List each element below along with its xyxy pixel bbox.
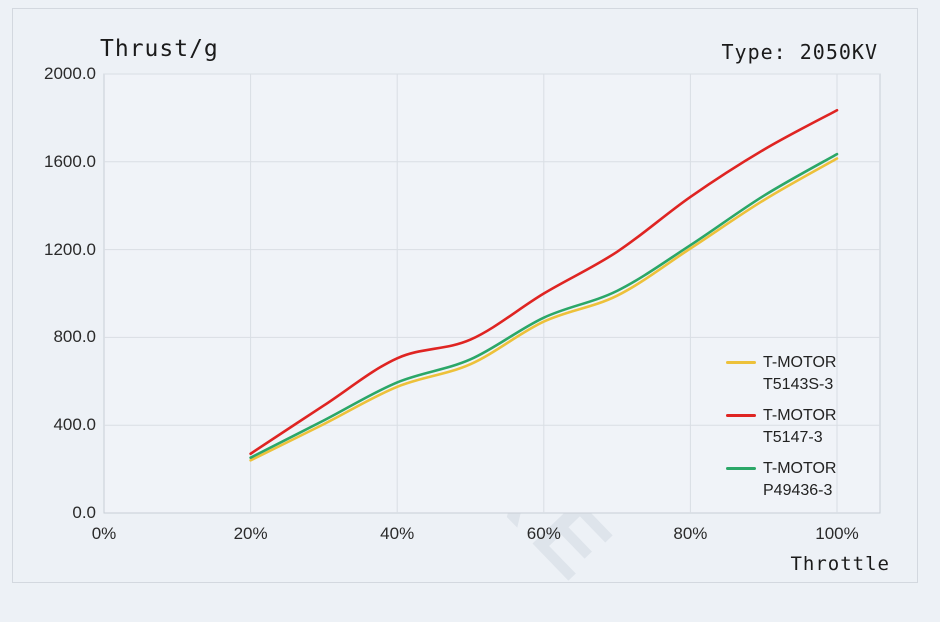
series-line-t-motor-p49436-3 [249,152,839,459]
series-line-t-motor-t5143s-3 [249,157,839,462]
y-tick-label: 1600.0 [44,151,96,171]
x-tick-label: 80% [673,524,708,543]
legend-item-p49436-3: T-MOTOR P49436-3 [726,458,836,502]
legend-label-line2: T5143S-3 [763,376,834,393]
legend-label-line1: T-MOTOR [763,354,837,371]
legend-label-line1: T-MOTOR [763,460,837,477]
y-tick-label: 400.0 [53,415,96,435]
y-tick-label: 0.0 [72,503,96,522]
legend-label-line2: P49436-3 [763,482,833,499]
x-axis-title: Throttle [790,553,890,575]
x-tick-label: 100% [815,524,859,543]
x-tick-label: 60% [526,524,561,543]
legend-swatch-green [726,467,756,470]
y-tick-label: 800.0 [53,327,96,347]
y-tick-label: 1200.0 [44,239,96,259]
x-tick-label: 0% [91,524,117,543]
series-line-t-motor-t5147-3 [249,108,839,456]
motor-type-label: Type: 2050KV [721,40,878,64]
legend: T-MOTOR T5143S-3 T-MOTOR T5147-3 T-MOTOR… [726,352,836,511]
x-tick-label: 20% [233,524,268,543]
y-tick-label: 2000.0 [44,64,96,83]
legend-item-t5147-3: T-MOTOR T5147-3 [726,405,836,449]
legend-swatch-red [726,414,756,417]
chart-title: Thrust/g [100,36,219,62]
legend-item-t5143s-3: T-MOTOR T5143S-3 [726,352,836,396]
legend-label-line1: T-MOTOR [763,407,837,424]
x-tick-label: 40% [380,524,415,543]
legend-label-line2: T5147-3 [763,429,823,446]
legend-swatch-yellow [726,361,756,364]
